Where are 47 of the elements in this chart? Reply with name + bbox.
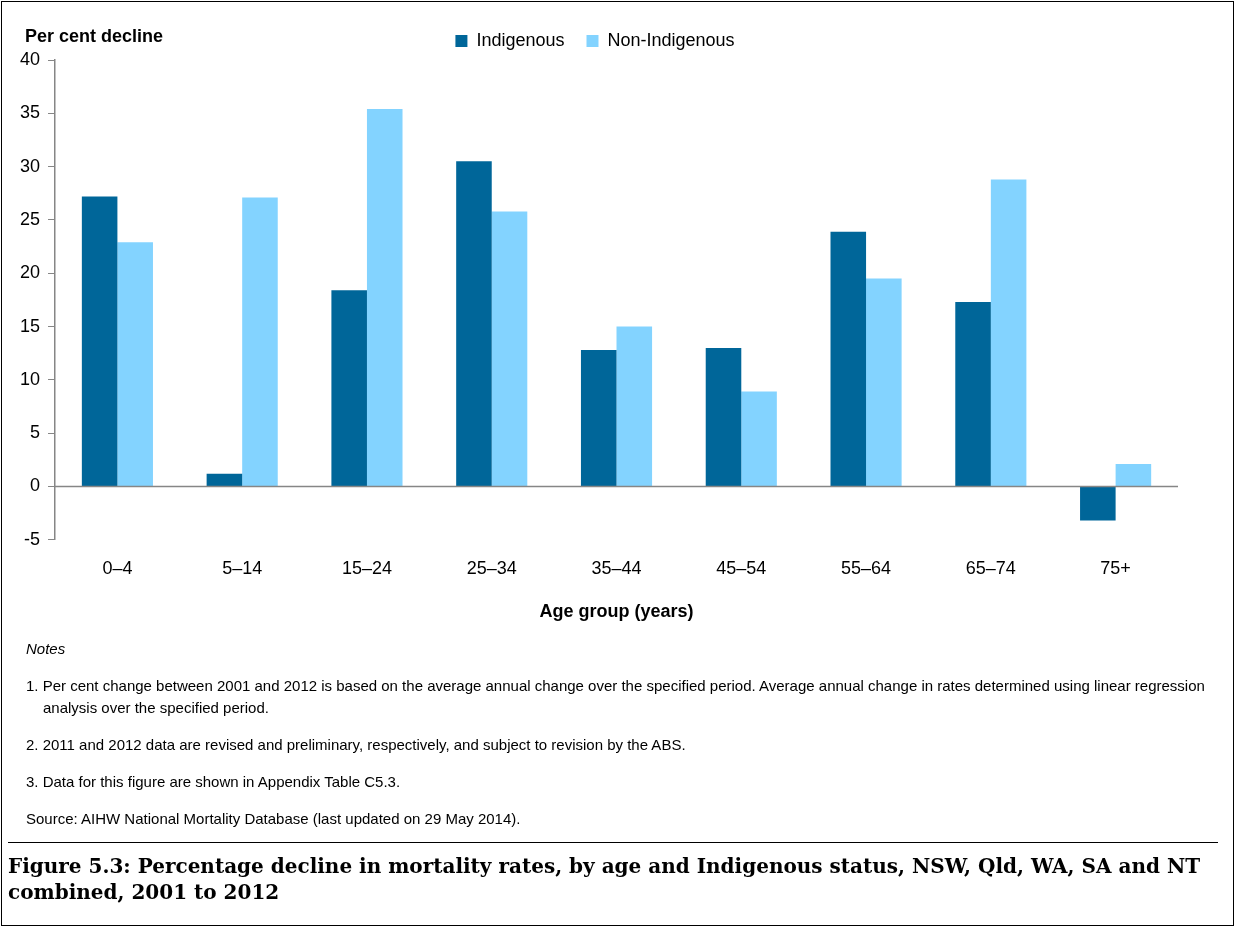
x-tick-label: 5–14: [222, 557, 263, 578]
y-tick-label: 0: [30, 475, 41, 496]
legend-label: Non-Indigenous: [607, 29, 735, 50]
x-tick-label: 25–34: [466, 557, 517, 578]
bar: [830, 231, 867, 486]
bar: [741, 391, 777, 486]
x-tick-label: 15–24: [341, 557, 392, 578]
x-tick-label: 0–4: [102, 557, 133, 578]
bar: [366, 109, 403, 486]
legend-label: Indigenous: [476, 29, 565, 50]
x-tick-label: 35–44: [591, 557, 642, 578]
bar: [616, 326, 653, 486]
bar: [81, 196, 118, 486]
x-axis-title: Age group (years): [539, 601, 694, 622]
y-tick-label: 5: [30, 422, 41, 443]
x-tick-label: 55–64: [841, 557, 892, 578]
x-tick-label: 45–54: [716, 557, 767, 578]
text: 3. Data for this figure are shown in Appendix Table C5.3.: [26, 772, 402, 792]
bar: [1080, 486, 1116, 521]
bar: [117, 242, 153, 486]
y-tick-label: 10: [19, 368, 41, 389]
text: Figure 5.3: Percentage decline in mortality rates, by age and Indigenous status, NSW, Qld, WA, SA and NT combined, 2001 to 2012: [8, 842, 1218, 905]
y-tick-label: 35: [19, 102, 41, 123]
x-tick-label: 75+: [1100, 557, 1131, 578]
bar: [1115, 464, 1152, 486]
y-tick-label: 30: [19, 155, 41, 176]
text: 2. 2011 and 2012 data are revised and preliminary, respectively, and subject to revision by the ABS.: [26, 735, 687, 755]
bar: [206, 473, 243, 486]
bar: [331, 290, 367, 486]
bar: [491, 211, 528, 486]
text: Notes: [26, 639, 67, 659]
bar: [456, 161, 492, 486]
source-note: Source: AIHW National Mortality Database (last updated on 29 May 2014).: [26, 809, 522, 829]
bar: [242, 197, 278, 486]
y-tick-label: 15: [19, 315, 41, 336]
y-tick-label: -5: [24, 528, 41, 549]
bar: [705, 347, 742, 486]
y-tick-label: 20: [19, 262, 41, 283]
bar: [990, 179, 1027, 486]
y-tick-label: 40: [19, 48, 41, 69]
x-tick-label: 65–74: [965, 557, 1016, 578]
y-axis-title: Per cent decline: [25, 26, 164, 46]
text: 1. Per cent change between 2001 and 2012 is based on the average annual change over the specified period. Average annual change in rates determined using linear regression analysis over the specified period.: [26, 676, 1206, 718]
bar: [866, 278, 902, 486]
bar: [955, 302, 991, 486]
y-tick-label: 25: [19, 208, 41, 229]
bar: [580, 350, 617, 486]
